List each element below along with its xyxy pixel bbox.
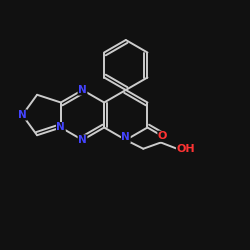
Text: N: N [122, 132, 130, 142]
Text: O: O [158, 131, 167, 141]
Text: N: N [56, 122, 65, 132]
Text: N: N [18, 110, 27, 120]
Text: OH: OH [176, 144, 195, 154]
Text: N: N [78, 85, 87, 95]
Text: N: N [78, 135, 87, 145]
